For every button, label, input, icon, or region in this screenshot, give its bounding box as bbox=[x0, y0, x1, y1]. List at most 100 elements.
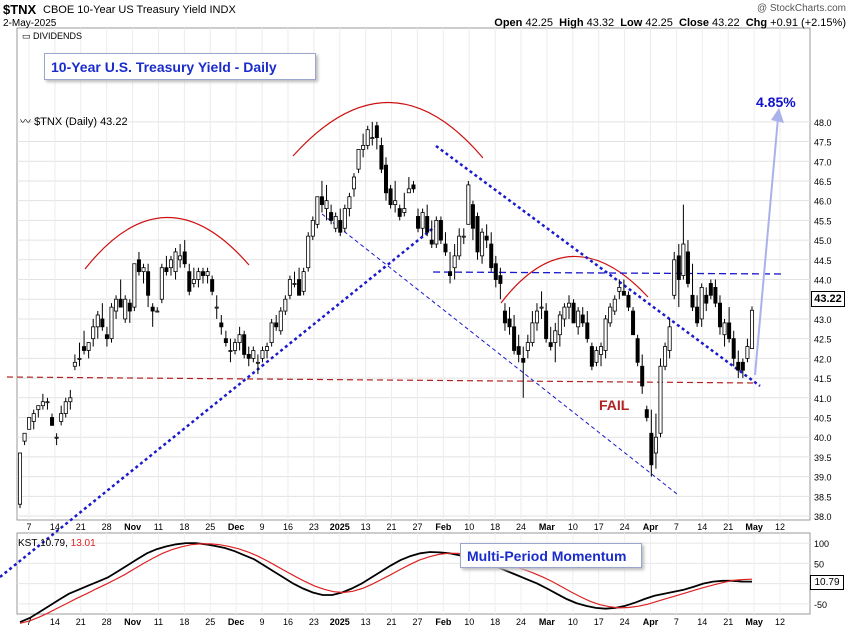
candle-body bbox=[118, 298, 123, 308]
candle-body bbox=[306, 235, 311, 269]
price-tick-label: 48.0 bbox=[814, 118, 832, 128]
candle-body bbox=[233, 342, 238, 351]
support-line bbox=[6, 376, 758, 384]
kst-value: 10.79 bbox=[40, 538, 66, 549]
price-tick-label: 39.5 bbox=[814, 453, 832, 463]
arc-right bbox=[500, 255, 649, 304]
candle-body bbox=[374, 125, 379, 138]
candle-body bbox=[576, 310, 581, 328]
x-tick-label: 13 bbox=[361, 522, 371, 532]
candle-body bbox=[370, 137, 375, 139]
candle-body bbox=[114, 298, 119, 312]
x-tick-label: 18 bbox=[179, 522, 189, 532]
x-tick-label: 11 bbox=[154, 522, 163, 532]
price-tick-label: 41.0 bbox=[814, 394, 832, 404]
candle-body bbox=[626, 294, 631, 308]
x-tick-label: 12 bbox=[775, 617, 785, 627]
candle-body bbox=[562, 306, 567, 320]
candle-body bbox=[319, 196, 324, 206]
x-tick-label: 23 bbox=[309, 617, 319, 627]
open-label: Open bbox=[494, 17, 523, 29]
candle-body bbox=[365, 129, 370, 146]
candle-body bbox=[136, 259, 141, 273]
candle-body bbox=[727, 322, 732, 340]
candle-body bbox=[566, 302, 572, 308]
x-tick-label: 18 bbox=[490, 617, 500, 627]
candle-body bbox=[585, 322, 590, 340]
candle-body bbox=[621, 290, 626, 296]
candle-body bbox=[681, 243, 686, 276]
candle-body bbox=[493, 263, 498, 280]
candle-body bbox=[109, 306, 114, 340]
x-tick-label: 17 bbox=[594, 522, 604, 532]
candle-body bbox=[530, 322, 535, 343]
candle-body bbox=[91, 326, 96, 340]
x-tick-label: Apr bbox=[643, 617, 659, 627]
x-tick-label: 10 bbox=[568, 522, 578, 532]
candle-body bbox=[663, 346, 668, 367]
open-value: 42.25 bbox=[525, 17, 553, 29]
price-tick-label: 44.5 bbox=[814, 256, 832, 266]
candle-body bbox=[466, 184, 471, 225]
x-tick-label: Nov bbox=[124, 522, 141, 532]
candle-body bbox=[251, 350, 256, 359]
candle-body bbox=[452, 255, 457, 269]
chg-label: Chg bbox=[745, 17, 768, 29]
candle-body bbox=[292, 283, 297, 285]
candle-body bbox=[470, 204, 475, 229]
x-tick-label: 10 bbox=[464, 522, 474, 532]
series-icon: 〰 bbox=[20, 116, 31, 128]
candle-body bbox=[740, 361, 745, 371]
candle-body bbox=[525, 342, 530, 351]
close-label: Close bbox=[679, 17, 709, 29]
candle-body bbox=[608, 306, 613, 324]
x-tick-label: 25 bbox=[205, 522, 215, 532]
candle-body bbox=[603, 318, 608, 351]
price-tick-label: 46.5 bbox=[814, 177, 832, 187]
candle-body bbox=[164, 267, 169, 273]
x-tick-label: 16 bbox=[283, 522, 293, 532]
candle-body bbox=[54, 436, 59, 439]
candle-body bbox=[717, 302, 722, 328]
credit: @ StockCharts.com bbox=[756, 3, 846, 14]
candle-body bbox=[594, 350, 599, 363]
kst-tag: 10.79 bbox=[810, 575, 844, 590]
kst-name: KST bbox=[18, 538, 38, 549]
price-tag: 43.22 bbox=[811, 291, 845, 307]
candle-body bbox=[388, 188, 393, 206]
x-tick-label: 18 bbox=[179, 617, 189, 627]
candle-body bbox=[644, 409, 649, 418]
candle-body bbox=[27, 417, 32, 430]
candle-body bbox=[45, 401, 50, 404]
candle-body bbox=[351, 176, 356, 190]
candle-body bbox=[50, 417, 55, 426]
candle-body bbox=[287, 279, 292, 296]
candle-body bbox=[484, 235, 489, 241]
candle-body bbox=[123, 298, 128, 320]
candle-body bbox=[457, 235, 462, 257]
candles-layer bbox=[17, 121, 755, 509]
x-tick-label: 2025 bbox=[330, 617, 350, 627]
candle-body bbox=[571, 302, 576, 324]
candle-body bbox=[489, 243, 494, 269]
annotation-layer bbox=[0, 102, 784, 578]
x-tick-label: 21 bbox=[723, 522, 733, 532]
candle-body bbox=[516, 346, 521, 355]
axes-layer: 48.047.547.046.546.045.545.044.544.043.5… bbox=[26, 118, 831, 627]
candle-body bbox=[265, 346, 270, 351]
candle-body bbox=[685, 251, 690, 284]
candle-body bbox=[475, 216, 480, 253]
x-tick-label: 24 bbox=[516, 617, 526, 627]
candle-body bbox=[228, 350, 233, 352]
candle-body bbox=[502, 310, 507, 324]
candle-body bbox=[168, 259, 173, 269]
candle-body bbox=[397, 208, 402, 217]
candle-body bbox=[187, 271, 192, 292]
kst-layer bbox=[19, 542, 753, 624]
chart-date: 2-May-2025 bbox=[3, 18, 57, 29]
x-tick-label: 18 bbox=[490, 522, 500, 532]
candle-body bbox=[59, 413, 64, 422]
candle-body bbox=[146, 271, 151, 296]
candle-body bbox=[649, 432, 654, 466]
fail-label: FAIL bbox=[599, 397, 630, 413]
